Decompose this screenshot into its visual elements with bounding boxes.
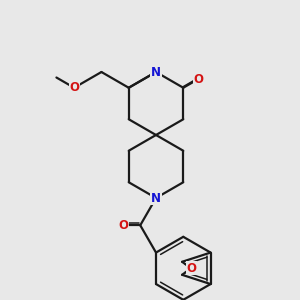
Text: O: O [69, 81, 79, 94]
Text: O: O [193, 73, 203, 85]
Text: O: O [118, 219, 128, 232]
Text: O: O [186, 262, 196, 275]
Text: N: N [151, 65, 161, 79]
Text: N: N [151, 191, 161, 205]
